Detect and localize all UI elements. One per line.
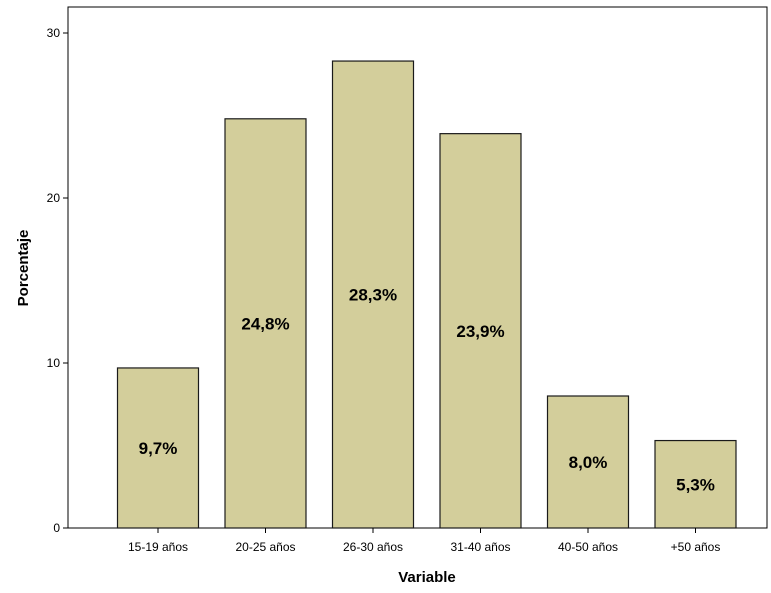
bar-data-label: 8,0%	[569, 453, 608, 472]
y-tick-label: 20	[47, 191, 61, 205]
y-axis-ticks: 0 10 20 30	[47, 26, 68, 535]
bar-data-label: 24,8%	[241, 314, 289, 333]
x-axis-tick-labels: 15-19 años 20-25 años 26-30 años 31-40 años…	[128, 528, 720, 554]
bar-data-label: 23,9%	[456, 322, 504, 341]
bar	[439, 133, 522, 529]
x-tick-label: 40-50 años	[558, 540, 618, 554]
bar-data-label: 28,3%	[349, 286, 397, 305]
y-tick-label: 10	[47, 356, 61, 370]
bar	[654, 439, 737, 529]
plot-area-frame	[67, 6, 768, 529]
x-tick-label: 31-40 años	[450, 540, 510, 554]
x-tick-label: 20-25 años	[235, 540, 295, 554]
bar-data-label: 5,3%	[676, 475, 715, 494]
x-tick-label: +50 años	[671, 540, 721, 554]
x-axis-title: Variable	[398, 569, 456, 586]
bar	[546, 395, 630, 529]
bar	[116, 367, 200, 529]
x-tick-label: 26-30 años	[343, 540, 403, 554]
bars-group: 9,7% 24,8% 28,3% 23,9% 8,0% 5,3%	[116, 60, 737, 529]
y-axis-title: Porcentaje	[15, 230, 32, 307]
y-tick-label: 0	[53, 521, 60, 535]
y-tick-label: 30	[47, 26, 61, 40]
x-tick-label: 15-19 años	[128, 540, 188, 554]
bar-data-label: 9,7%	[139, 439, 178, 458]
bar	[331, 60, 415, 529]
